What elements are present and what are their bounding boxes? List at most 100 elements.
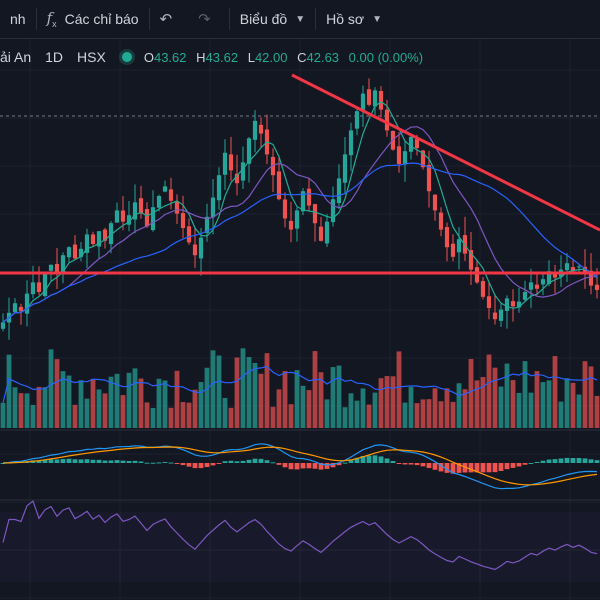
volume-bar bbox=[330, 367, 336, 428]
candle bbox=[96, 231, 102, 259]
candle bbox=[18, 303, 24, 325]
candle-body bbox=[12, 303, 18, 313]
candle bbox=[180, 195, 186, 239]
macd-histogram-bar bbox=[288, 463, 294, 470]
redo-button[interactable]: ↷ bbox=[198, 0, 229, 38]
volume-bar bbox=[288, 404, 294, 428]
candle bbox=[360, 85, 366, 127]
candle bbox=[522, 280, 528, 303]
candle bbox=[534, 272, 540, 296]
chart-type-dropdown[interactable]: Biểu đồ ▼ bbox=[230, 0, 315, 38]
macd-histogram-bar bbox=[162, 462, 168, 464]
candle-body bbox=[186, 226, 192, 243]
macd-histogram-bar bbox=[252, 458, 258, 463]
macd-histogram-bar bbox=[540, 460, 546, 463]
volume-bar bbox=[228, 407, 234, 428]
candle-body bbox=[120, 210, 126, 222]
macd-histogram-bar bbox=[174, 463, 180, 464]
volume-bar bbox=[564, 378, 570, 428]
candle bbox=[402, 140, 408, 182]
macd-histogram-bar bbox=[570, 457, 576, 463]
macd-histogram-bar bbox=[72, 459, 78, 463]
high-key: H bbox=[196, 49, 206, 65]
candle-body bbox=[480, 281, 486, 297]
macd-histogram-bar bbox=[504, 463, 510, 470]
volume-bar bbox=[156, 378, 162, 428]
candle bbox=[162, 180, 168, 193]
volume-bar bbox=[516, 392, 522, 428]
candle-body bbox=[456, 239, 462, 253]
close-key: C bbox=[297, 49, 307, 65]
candle bbox=[348, 122, 354, 172]
macd-histogram-bar bbox=[270, 462, 276, 464]
macd-histogram-bar bbox=[312, 463, 318, 469]
candle bbox=[108, 221, 114, 254]
candle-body bbox=[204, 216, 210, 233]
candle-body bbox=[72, 244, 78, 259]
macd-histogram-bar bbox=[432, 463, 438, 470]
volume-bar bbox=[72, 404, 78, 428]
toolbar-cut-item[interactable]: nh bbox=[0, 0, 36, 38]
candle bbox=[336, 164, 342, 209]
candle bbox=[252, 110, 258, 153]
symbol-name[interactable]: ải An bbox=[0, 49, 32, 65]
profile-dropdown[interactable]: Hồ sơ ▼ bbox=[316, 0, 392, 38]
close-value: 42.63 bbox=[306, 49, 340, 65]
volume-bar bbox=[174, 370, 180, 428]
candle-body bbox=[498, 309, 504, 321]
undo-icon: ↶ bbox=[159, 11, 173, 28]
ma-short-line bbox=[2, 101, 598, 323]
macd-histogram-bar bbox=[42, 459, 48, 463]
volume-bar bbox=[510, 380, 516, 428]
macd-histogram-bar bbox=[36, 460, 42, 463]
indicators-label: Các chỉ báo bbox=[64, 11, 139, 27]
candle-body bbox=[90, 234, 96, 244]
low-value: 42.00 bbox=[254, 49, 288, 65]
candle-body bbox=[378, 90, 384, 110]
macd-histogram-bar bbox=[372, 455, 378, 463]
macd-histogram-bar bbox=[516, 463, 522, 467]
candle bbox=[60, 252, 66, 284]
volume-bar bbox=[240, 348, 246, 428]
open-value: 43.62 bbox=[153, 49, 187, 65]
fx-icon: fx bbox=[46, 9, 57, 29]
candle-body bbox=[402, 151, 408, 165]
candle bbox=[42, 273, 48, 298]
volume-bar bbox=[180, 402, 186, 428]
change-value: 0.00 (0.00%) bbox=[348, 49, 424, 65]
macd-histogram-bar bbox=[66, 458, 72, 463]
candle-body bbox=[42, 274, 48, 297]
macd-histogram-bar bbox=[552, 459, 558, 463]
macd-histogram-bar bbox=[348, 460, 354, 463]
undo-button[interactable]: ↶ bbox=[150, 0, 199, 38]
candle bbox=[456, 227, 462, 270]
price-pane[interactable] bbox=[0, 73, 600, 340]
candle-body bbox=[438, 212, 444, 230]
volume-bar bbox=[114, 373, 120, 428]
volume-bar bbox=[48, 349, 54, 428]
volume-bar bbox=[36, 386, 42, 428]
candle bbox=[264, 114, 270, 165]
volume-bar bbox=[570, 382, 576, 428]
candle bbox=[486, 282, 492, 320]
candle bbox=[444, 222, 450, 262]
candle-body bbox=[582, 266, 588, 275]
candle-body bbox=[414, 139, 420, 148]
candle bbox=[282, 192, 288, 228]
indicators-button[interactable]: fx Các chỉ báo bbox=[37, 0, 149, 38]
volume-bar bbox=[582, 361, 588, 428]
interval-label[interactable]: 1D bbox=[45, 49, 64, 65]
macd-histogram-bar bbox=[186, 463, 192, 467]
volume-bar bbox=[30, 404, 36, 428]
volume-bar bbox=[234, 357, 240, 428]
exchange-label: HSX bbox=[77, 49, 106, 65]
macd-histogram-bar bbox=[420, 463, 426, 467]
volume-bar bbox=[282, 371, 288, 428]
candle-body bbox=[576, 266, 582, 268]
candle-body bbox=[180, 213, 186, 228]
volume-bar bbox=[54, 359, 60, 428]
candle-body bbox=[588, 270, 594, 286]
macd-histogram-bar bbox=[102, 460, 108, 463]
volume-bar bbox=[414, 403, 420, 428]
